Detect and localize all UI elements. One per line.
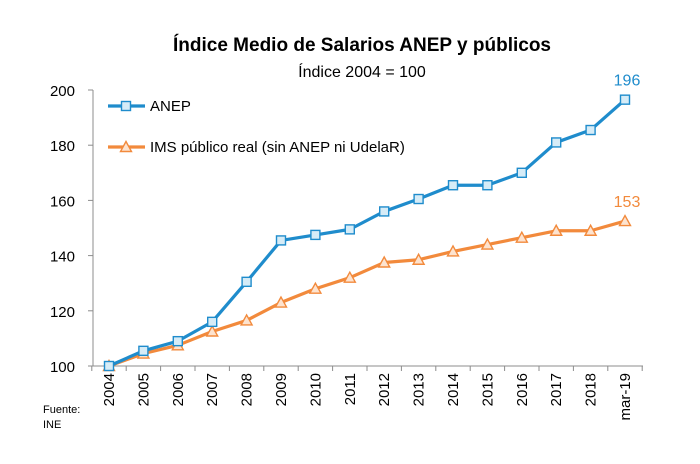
chart-subtitle: Índice 2004 = 100 [298,62,426,81]
series-0: 196 [103,73,641,372]
data-point [480,237,495,250]
data-label: 153 [614,194,641,211]
data-point [482,180,493,191]
data-point [411,252,426,265]
data-point [206,316,218,328]
data-point [446,244,460,257]
y-tick-label: 120 [50,304,75,321]
legend-marker [120,100,132,112]
source-value: INE [43,419,61,431]
x-tick-label: 2007 [204,373,221,406]
data-point [103,360,115,372]
data-point [619,94,631,105]
data-point [343,270,357,283]
data-point [205,324,219,337]
x-tick-label: 2006 [170,373,187,406]
data-point [377,255,391,268]
data-point [618,214,632,227]
series-line [108,98,627,368]
data-point [310,229,321,241]
x-tick-label: 2010 [307,373,324,406]
data-point [515,230,529,243]
data-point [516,167,527,179]
x-tick-label: 2018 [583,373,600,406]
x-tick-label: 2017 [548,373,565,406]
data-point [308,281,323,294]
y-tick-label: 180 [50,138,75,155]
y-tick-label: 140 [50,249,75,266]
axes: 100 120 140 160 180 200 2004 2005 2006 2007 2008 20… [50,83,643,421]
series-line [108,219,626,368]
x-tick-label: 2009 [273,373,290,406]
y-tick-label: 100 [50,359,75,376]
x-tick-label: 2013 [411,373,428,406]
data-point [274,295,288,308]
legend: ANEP IMS público real (sin ANEP ni UdelaR… [108,98,405,156]
data-point [172,335,184,347]
x-tick-label: 2015 [479,373,496,406]
x-tick-label: 2005 [135,373,152,406]
legend-label: ANEP [150,98,191,115]
x-tick-label: 2016 [514,373,531,406]
x-tick-label: 2008 [239,373,256,406]
data-point [344,224,355,235]
data-point [413,193,424,205]
x-tick-label: 2004 [101,373,118,406]
x-tick-label: mar-19 [617,373,634,421]
data-point [241,276,252,288]
y-tick-label: 160 [50,193,75,210]
data-point [379,206,390,217]
data-label: 196 [614,73,641,90]
series-1: 153 [102,194,641,372]
data-point [239,313,254,326]
data-point [447,180,459,191]
series-layer: 153 196 [102,73,641,372]
data-point [275,235,287,246]
x-tick-label: 2011 [342,373,359,405]
data-point [549,223,563,236]
source-label: Fuente: [43,404,80,416]
chart-title: Índice Medio de Salarios ANEP y públicos [173,34,551,56]
y-tick-label: 200 [50,83,75,100]
data-point [583,223,598,236]
data-point [585,124,596,136]
legend-label: IMS público real (sin ANEP ni UdelaR) [150,139,405,156]
x-tick-label: 2014 [445,373,462,406]
data-point [551,137,562,148]
legend-marker [119,140,133,153]
x-tick-label: 2012 [376,373,393,406]
data-point [138,345,149,357]
